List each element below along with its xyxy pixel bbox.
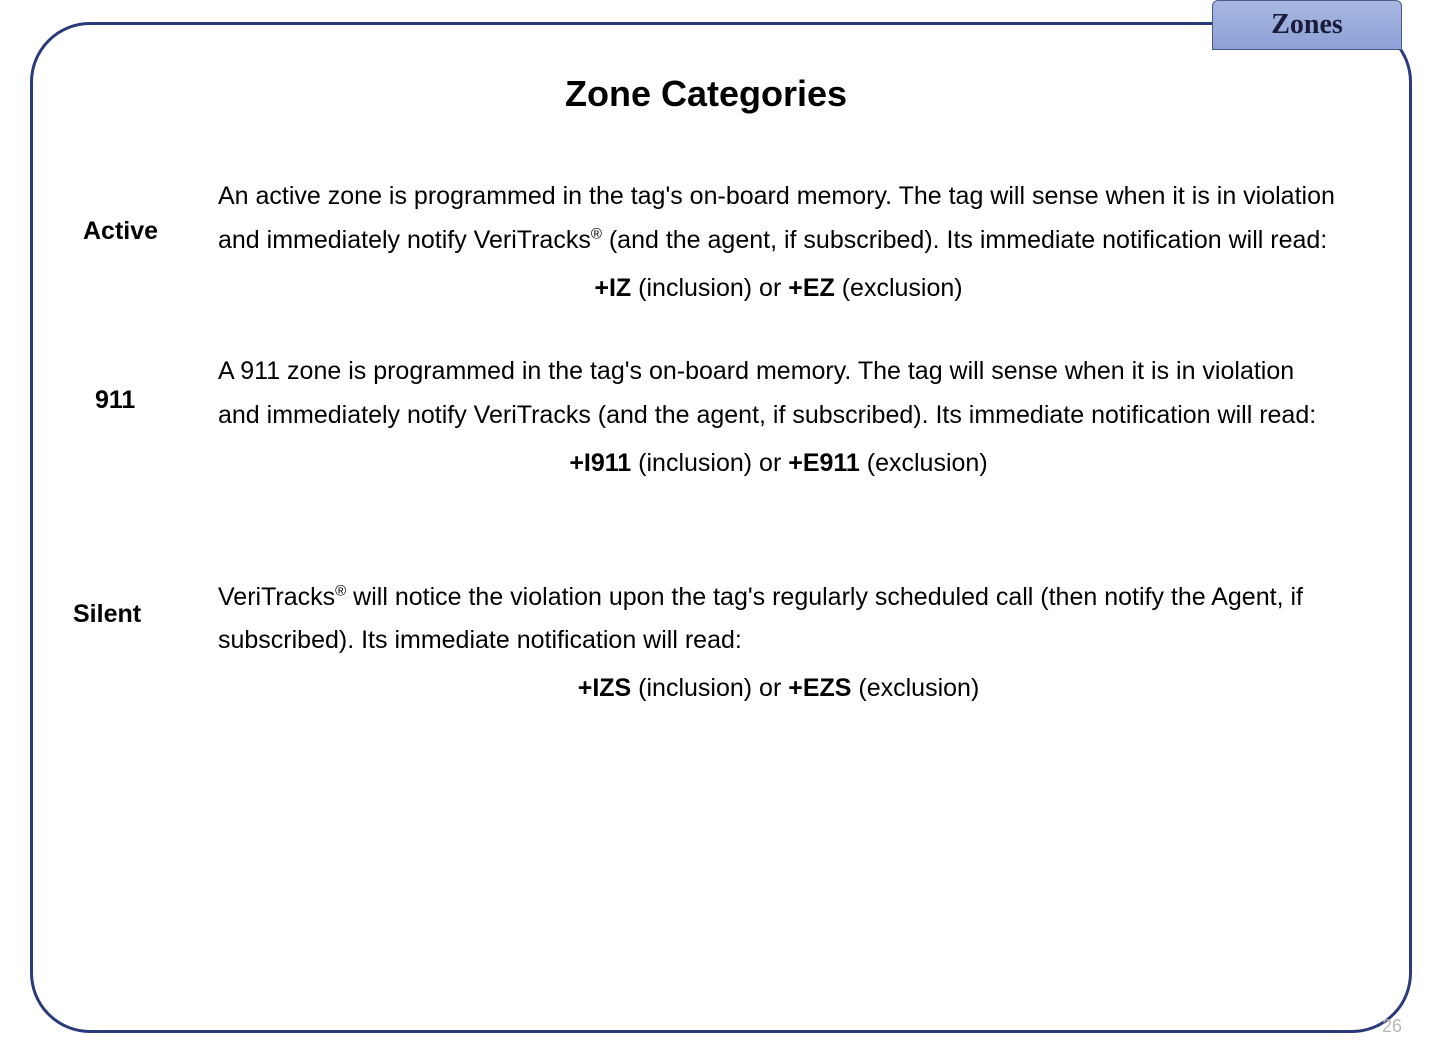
code-exclusion-note: (exclusion) (860, 449, 988, 477)
desc-post: will notice the violation upon the tag's… (218, 583, 1303, 655)
reg-mark: ® (335, 582, 346, 599)
category-body: VeriTracks® will notice the violation up… (218, 576, 1339, 711)
desc-pre: VeriTracks (218, 583, 335, 611)
content-frame: Zone Categories Active An active zone is… (30, 22, 1412, 1033)
header-tab-label: Zones (1271, 9, 1343, 41)
code-inclusion-note: (inclusion) or (631, 674, 788, 702)
code-inclusion: +I911 (569, 449, 631, 477)
code-inclusion-note: (inclusion) or (631, 274, 788, 302)
page-title: Zone Categories (73, 73, 1339, 115)
code-exclusion: +EZS (788, 674, 851, 702)
category-label: 911 (73, 350, 218, 415)
code-exclusion-note: (exclusion) (851, 674, 979, 702)
category-row-active: Active An active zone is programmed in t… (73, 175, 1339, 310)
code-line: +IZS (inclusion) or +EZS (exclusion) (218, 667, 1339, 711)
category-row-911: 911 A 911 zone is programmed in the tag'… (73, 350, 1339, 485)
code-inclusion: +IZS (578, 674, 632, 702)
code-line: +I911 (inclusion) or +E911 (exclusion) (218, 442, 1339, 486)
code-line: +IZ (inclusion) or +EZ (exclusion) (218, 267, 1339, 311)
category-body: An active zone is programmed in the tag'… (218, 175, 1339, 310)
reg-mark: ® (591, 225, 602, 242)
code-exclusion-note: (exclusion) (835, 274, 963, 302)
category-label: Silent (73, 576, 218, 629)
code-inclusion-note: (inclusion) or (631, 449, 788, 477)
header-tab: Zones (1212, 0, 1402, 50)
desc-post: (and the agent, if subscribed). Its imme… (602, 226, 1327, 254)
page-number: 26 (1382, 1016, 1402, 1037)
code-exclusion: +E911 (788, 449, 860, 477)
category-row-silent: Silent VeriTracks® will notice the viola… (73, 576, 1339, 711)
code-exclusion: +EZ (788, 274, 835, 302)
category-label: Active (73, 175, 218, 246)
code-inclusion: +IZ (594, 274, 631, 302)
desc-pre: A 911 zone is programmed in the tag's on… (218, 357, 1316, 429)
category-body: A 911 zone is programmed in the tag's on… (218, 350, 1339, 485)
